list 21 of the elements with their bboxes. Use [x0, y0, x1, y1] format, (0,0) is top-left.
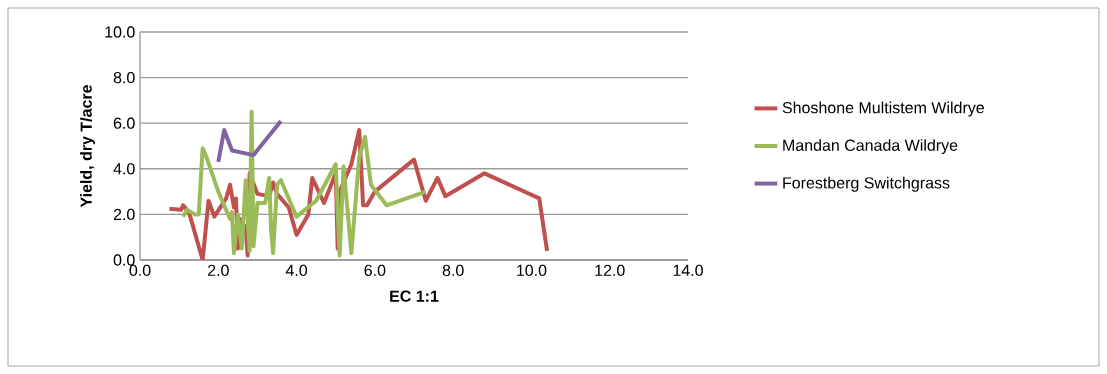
y-tick-label: 8.0	[113, 71, 135, 84]
line-series	[216, 118, 283, 164]
x-axis-title: EC 1:1	[390, 290, 439, 302]
x-tick-label: 14.0	[673, 264, 703, 277]
y-tick-label: 10.0	[105, 26, 135, 38]
x-tick-label: 2.0	[207, 264, 229, 277]
x-tick-label: 0.0	[129, 264, 151, 277]
legend-label: Shoshone Multistem Wildrye	[782, 101, 984, 117]
x-tick-label: 8.0	[442, 264, 464, 277]
x-tick-label: 10.0	[517, 264, 547, 277]
y-tick-label: 4.0	[113, 163, 135, 175]
x-tick-label: 6.0	[364, 264, 386, 277]
legend-label: Mandan Canada Wildrye	[783, 139, 958, 155]
legend-label: Forestberg Switchgrass	[783, 176, 950, 192]
x-tick-label: 12.0	[595, 264, 625, 277]
y-tick-label: 0.0	[113, 254, 135, 266]
y-axis-title: Yield, dry T/acre	[80, 85, 96, 208]
y-tick-label: 6.0	[113, 117, 135, 129]
y-tick-label: 2.0	[113, 208, 135, 221]
x-tick-label: 4.0	[285, 264, 308, 277]
line-series	[181, 109, 428, 258]
